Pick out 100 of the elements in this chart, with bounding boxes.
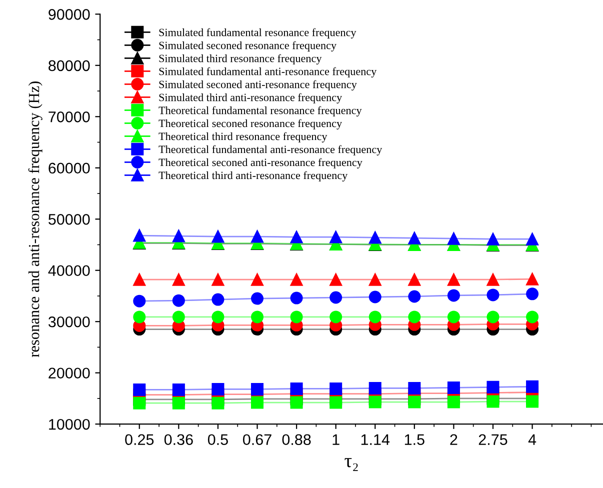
legend-label: Theoretical third anti-resonance frequency [158,171,348,182]
point [526,395,539,408]
point [212,293,224,306]
y-tick-label: 20000 [48,368,90,379]
point [486,380,500,394]
legend-label: Theoretical seconed anti-resonance frequency [158,158,362,168]
legend-label: Simulated seconed resonance frequency [159,41,336,52]
point [526,272,539,286]
point [290,292,303,304]
point [133,396,146,410]
point [290,310,303,324]
point [251,396,264,409]
legend-label: Theoretical fundamental anti-resonance frequency [158,145,382,156]
x-tick-label: 0.25 [125,434,154,446]
point [368,396,382,408]
legend-label: Theoretical fundamental resonance frequency [158,106,362,116]
legend-label: Simulated third resonance frequency [159,54,322,64]
point [330,273,342,286]
x-tick-label: 2 [450,434,458,445]
point [172,273,185,286]
point [330,396,342,409]
point [290,230,303,244]
point [408,273,421,286]
point [368,273,382,286]
x-tick-label: 4 [528,434,536,445]
point [447,232,460,245]
point [290,396,303,409]
point [526,380,539,393]
point [251,382,264,396]
x-tick-label: 1 [332,434,340,445]
point [251,292,264,305]
point [486,232,500,246]
point [330,310,342,324]
point [172,396,185,410]
legend-label: Simulated third anti-resonance frequency [159,93,342,104]
point [251,230,264,243]
point [133,294,146,308]
y-tick-label: 10000 [49,418,90,430]
x-tick-label: 2.75 [478,434,508,446]
point [368,290,382,304]
point [290,382,303,395]
legend-label: Theoretical seconed resonance frequency [158,119,342,130]
x-tick-label: 0.5 [208,434,228,446]
point [212,396,224,410]
point [447,310,460,324]
point [486,310,500,324]
point [447,381,460,394]
point [408,232,421,244]
point [447,289,460,302]
point [408,382,421,394]
x-tick-label: 1.14 [361,434,390,445]
point [368,231,382,244]
point [408,396,421,408]
point [172,383,185,396]
point [447,273,460,286]
point [526,232,539,246]
x-tick-label: 0.88 [282,434,311,446]
point [290,273,303,286]
y-tick-label: 80000 [48,60,90,72]
point [212,230,224,243]
point [172,230,185,242]
point [212,273,224,286]
y-tick-label: 60000 [48,162,90,174]
y-tick-label: 50000 [48,214,90,225]
point [526,288,539,300]
x-tick-label: 0.36 [164,434,193,446]
point [368,310,382,324]
point [330,230,342,244]
legend-label: Simulated fundamental anti-resonance frequency [159,67,377,78]
y-tick-label: 30000 [48,316,90,328]
x-tick-label: 0.67 [242,434,272,446]
point [133,273,146,286]
y-tick-label: 90000 [48,9,90,20]
point [133,310,146,324]
point [526,310,539,324]
y-tick-label: 40000 [48,265,90,276]
point [251,310,264,324]
point [330,382,342,395]
point [133,383,146,396]
x-axis-title: τ₂ [344,458,358,472]
point [408,290,421,303]
point [408,310,421,324]
point [172,294,185,307]
point [330,291,342,304]
x-tick-label: 1.5 [404,434,424,446]
point [368,382,382,394]
point [486,273,500,286]
point [251,273,264,286]
point [133,229,146,242]
legend-label: Theoretical third resonance frequency [158,132,328,142]
point [486,395,500,408]
point [486,288,500,302]
y-axis-title: resonance and anti-resonance frequency (Hz) [28,82,42,358]
legend-label: Simulated seconed anti-resonance frequency [159,80,357,90]
y-tick-label: 70000 [48,112,90,122]
point [212,310,224,324]
legend-label: Simulated fundamental resonance frequency [159,28,356,38]
point [172,310,185,324]
point [447,396,460,408]
point [212,382,224,396]
